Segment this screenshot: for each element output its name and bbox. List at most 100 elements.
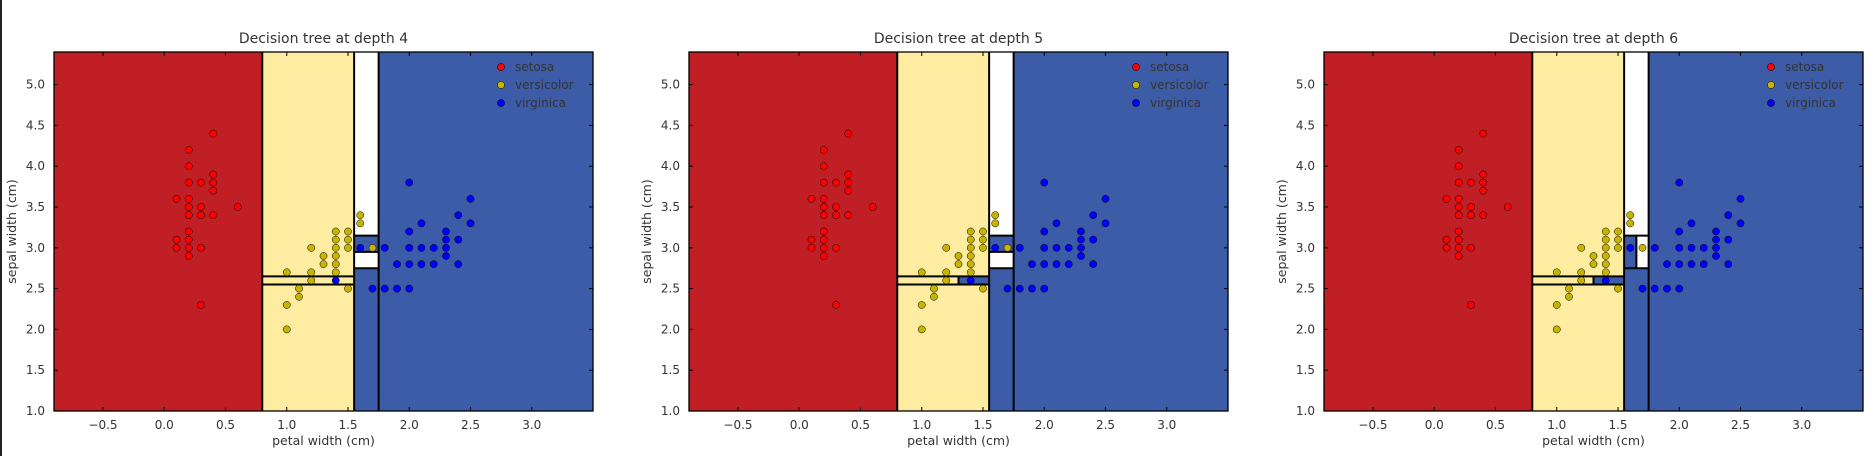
x-axis-label: petal width (cm) <box>907 433 1010 448</box>
point-virginica <box>1077 227 1085 236</box>
point-versicolor <box>295 292 303 301</box>
point-virginica <box>1040 284 1049 293</box>
point-setosa <box>184 146 193 154</box>
point-virginica <box>442 227 450 236</box>
point-virginica <box>1077 252 1085 260</box>
point-setosa <box>1467 301 1475 309</box>
point-virginica <box>368 284 377 293</box>
chart-title: Decision tree at depth 4 <box>239 31 408 47</box>
panel-1: −0.5 0.0 0.5 1.0 1.5 2.0 2.5 3.0 1.0 1.5 2.0 2.5 3.0… <box>4 31 594 448</box>
point-setosa <box>172 195 181 203</box>
point-setosa <box>832 178 840 187</box>
point-versicolor <box>991 219 1000 228</box>
y-axis-label: sepal width (cm) <box>4 179 19 283</box>
y-tick-label: 2.5 <box>661 282 680 296</box>
point-virginica <box>442 243 450 252</box>
point-virginica <box>1015 284 1024 293</box>
point-setosa <box>819 252 828 260</box>
point-setosa <box>1454 235 1463 244</box>
x-tick-label: 1.5 <box>338 418 357 432</box>
legend-label-setosa: setosa <box>1150 60 1189 74</box>
point-setosa <box>184 235 193 244</box>
point-versicolor <box>368 243 377 252</box>
x-tick-label: −0.5 <box>88 418 117 432</box>
point-versicolor <box>1552 301 1561 309</box>
legend-label-versicolor: versicolor <box>1785 78 1844 92</box>
point-versicolor <box>1638 243 1647 252</box>
point-setosa <box>1454 243 1463 252</box>
point-versicolor <box>930 292 938 301</box>
point-setosa <box>197 301 205 309</box>
point-versicolor <box>966 268 975 277</box>
point-setosa <box>197 243 205 252</box>
x-tick-label: 2.0 <box>1035 418 1054 432</box>
point-virginica <box>356 243 365 252</box>
point-versicolor <box>966 243 975 252</box>
point-setosa <box>819 162 828 171</box>
point-versicolor <box>1614 235 1622 244</box>
point-setosa <box>197 203 205 211</box>
point-virginica <box>393 284 401 293</box>
point-virginica <box>1064 243 1073 252</box>
y-tick-label: 3.0 <box>1296 241 1315 255</box>
legend-marker-setosa <box>1767 63 1775 71</box>
y-axis-label: sepal width (cm) <box>1274 179 1289 283</box>
figure-left-edge <box>0 0 2 456</box>
point-setosa <box>819 146 828 154</box>
x-tick-label: 0.0 <box>790 418 809 432</box>
point-virginica <box>466 195 475 203</box>
point-setosa <box>197 211 205 220</box>
y-tick-label: 4.5 <box>26 118 45 132</box>
point-versicolor <box>1614 227 1622 236</box>
panel-3: −0.5 0.0 0.5 1.0 1.5 2.0 2.5 3.0 1.0 1.5 2.0 2.5 3.0… <box>1274 31 1864 448</box>
point-versicolor <box>1601 268 1610 277</box>
point-virginica <box>405 243 414 252</box>
point-versicolor <box>954 252 963 260</box>
point-virginica <box>966 276 975 285</box>
point-versicolor <box>1565 292 1573 301</box>
point-virginica <box>405 284 414 293</box>
point-versicolor <box>282 268 291 277</box>
point-setosa <box>184 162 193 171</box>
point-versicolor <box>979 284 987 293</box>
y-tick-label: 3.5 <box>1296 200 1315 214</box>
legend-item-setosa: setosa <box>497 60 554 74</box>
point-setosa <box>1454 195 1463 203</box>
point-setosa <box>1454 178 1463 187</box>
legend-marker-setosa <box>1132 63 1140 71</box>
point-versicolor <box>966 235 975 244</box>
x-tick-label: −0.5 <box>723 418 752 432</box>
point-virginica <box>1064 260 1073 268</box>
point-versicolor <box>1003 243 1012 252</box>
region-virginica <box>1624 235 1637 269</box>
y-tick-label: 4.5 <box>661 118 680 132</box>
point-setosa <box>832 243 840 252</box>
point-versicolor <box>307 268 316 277</box>
point-virginica <box>1601 276 1610 285</box>
point-setosa <box>1454 146 1463 154</box>
point-versicolor <box>331 252 340 260</box>
point-versicolor <box>954 260 963 268</box>
x-tick-label: 2.5 <box>1731 418 1750 432</box>
point-versicolor <box>1552 268 1561 277</box>
point-setosa <box>844 178 853 187</box>
y-tick-label: 1.5 <box>26 363 45 377</box>
point-setosa <box>807 195 816 203</box>
y-tick-label: 1.0 <box>1296 404 1315 418</box>
point-virginica <box>1650 243 1659 252</box>
x-tick-label: 1.0 <box>1547 418 1566 432</box>
point-virginica <box>331 276 340 285</box>
x-tick-label: 3.0 <box>522 418 541 432</box>
point-setosa <box>1479 178 1488 187</box>
point-setosa <box>184 252 193 260</box>
point-virginica <box>1724 260 1733 268</box>
point-setosa <box>844 170 853 179</box>
point-virginica <box>1028 284 1036 293</box>
point-virginica <box>1626 243 1635 252</box>
point-versicolor <box>282 325 291 334</box>
region-versicolor <box>262 52 355 411</box>
point-virginica <box>417 243 426 252</box>
point-setosa <box>868 203 877 211</box>
point-versicolor <box>307 243 316 252</box>
panels-group: −0.5 0.0 0.5 1.0 1.5 2.0 2.5 3.0 1.0 1.5 2.0 2.5 3.0… <box>4 31 1864 448</box>
